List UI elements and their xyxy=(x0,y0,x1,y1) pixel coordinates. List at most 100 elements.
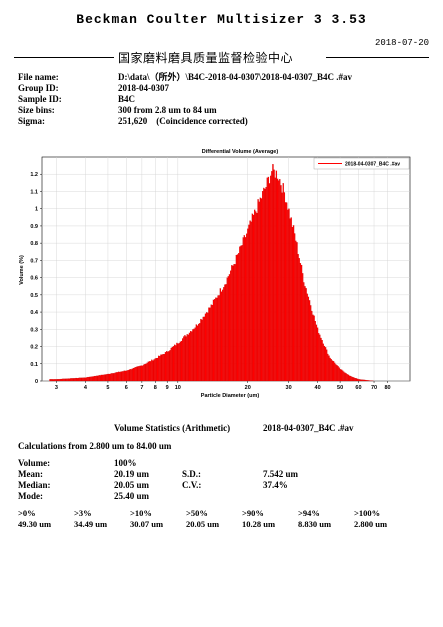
histogram-bar xyxy=(160,354,162,382)
histogram-bar xyxy=(52,379,55,382)
histogram-bar xyxy=(164,352,167,382)
histogram-bar xyxy=(174,344,176,382)
histogram-bar xyxy=(170,347,172,382)
histogram-bar xyxy=(130,369,132,382)
calc-range: Calculations from 2.800 um to 84.00 um xyxy=(18,441,172,451)
histogram-bar xyxy=(180,340,183,382)
histogram-bar xyxy=(224,284,226,382)
histogram-bar xyxy=(149,361,152,382)
histogram-bar xyxy=(154,358,156,382)
organization-name: 国家磨料磨具质量监督检验中心 xyxy=(118,51,294,65)
histogram-bar xyxy=(340,369,343,382)
histogram-bar xyxy=(350,375,352,382)
histogram-bar xyxy=(336,365,338,382)
histogram-bar xyxy=(226,277,228,382)
histogram-bar xyxy=(267,176,270,382)
histogram-bar xyxy=(243,235,246,382)
histogram-bar xyxy=(143,364,145,382)
histogram-bar xyxy=(114,372,116,382)
histogram-bar xyxy=(287,209,289,382)
histogram-bar xyxy=(251,213,254,382)
histogram-bar xyxy=(335,364,337,382)
percentile-header-row: >0% >3% >10% >50% >90% >94% >100% xyxy=(18,508,410,519)
x-tick-label: 3 xyxy=(55,385,58,391)
histogram-bar xyxy=(68,378,71,382)
x-tick-label: 40 xyxy=(315,385,321,391)
percentile-value: 10.28 um xyxy=(242,519,276,529)
histogram-bar xyxy=(122,371,124,382)
histogram-bar xyxy=(241,245,243,382)
mean-value: 20.19 um xyxy=(114,469,150,479)
x-axis-ticks: 3 4 5 6 7 8 9 10 20 30 40 50 60 70 80 xyxy=(55,381,391,391)
histogram-bar xyxy=(120,371,122,382)
histogram-bar xyxy=(89,376,91,382)
histogram-bar xyxy=(64,378,66,382)
histogram-bar xyxy=(291,226,294,382)
histogram-bar xyxy=(104,374,106,382)
percentile-header: >100% xyxy=(354,508,381,518)
histogram-bar xyxy=(57,379,59,382)
histogram-bar xyxy=(353,377,355,382)
header-rule-left xyxy=(14,57,114,58)
y-tick-label: 1.2 xyxy=(30,172,38,178)
histogram-bar xyxy=(219,288,222,382)
histogram-bar xyxy=(361,379,363,382)
histogram-bar xyxy=(99,375,101,382)
histogram-bar xyxy=(360,379,362,382)
histogram-bar xyxy=(363,379,366,382)
x-tick-label: 50 xyxy=(337,385,343,391)
y-tick-label: 0.5 xyxy=(30,293,38,299)
histogram-bar xyxy=(83,377,85,382)
histogram-bar xyxy=(100,374,103,382)
histogram-bar xyxy=(58,379,60,382)
histogram-bar xyxy=(319,334,321,382)
histogram-bar xyxy=(304,286,306,382)
histogram-bar xyxy=(230,270,232,382)
histogram-bar xyxy=(320,337,322,382)
histogram-bar xyxy=(279,179,281,382)
y-tick-label: 0.3 xyxy=(30,327,38,333)
histogram-bar xyxy=(345,373,347,382)
histogram-bar xyxy=(194,327,196,382)
histogram-bar xyxy=(362,379,364,382)
y-tick-label: 0.1 xyxy=(30,362,38,368)
histogram-bar xyxy=(200,318,202,382)
histogram-bar xyxy=(322,343,324,382)
histogram-bar xyxy=(289,218,291,382)
histogram-bar xyxy=(152,360,154,382)
x-axis-label: Particle Diameter (um) xyxy=(201,393,260,399)
histogram-bar xyxy=(216,297,218,382)
histogram-bar xyxy=(228,274,231,382)
histogram-bar xyxy=(133,367,136,382)
histogram-bar xyxy=(50,379,52,382)
percentile-value-row: 49.30 um 34.49 um 30.07 um 20.05 um 10.2… xyxy=(18,519,410,530)
histogram-bar xyxy=(232,265,234,382)
histogram-bar xyxy=(155,358,158,382)
histogram-bar xyxy=(254,209,256,382)
histogram-bar xyxy=(85,377,88,382)
histogram-bar xyxy=(171,346,174,382)
histogram-bar xyxy=(128,369,130,382)
median-label: Median: xyxy=(18,480,51,490)
y-tick-label: 0.9 xyxy=(30,224,38,230)
histogram-bar xyxy=(61,378,64,382)
histogram-bar xyxy=(318,333,320,382)
histogram-bar xyxy=(161,354,163,382)
histogram-bar xyxy=(354,378,356,382)
y-axis-ticks: 0 0.1 0.2 0.3 0.4 0.5 0.6 0.7 0.8 0.9 1 1.1 1.2 xyxy=(30,172,42,385)
x-tick-label: 4 xyxy=(84,385,88,391)
histogram-bar xyxy=(97,375,99,382)
histogram-bar xyxy=(51,379,53,382)
histogram-bar xyxy=(53,379,56,382)
histogram-bar xyxy=(258,201,260,382)
histogram-bar xyxy=(326,349,328,382)
histogram-bar xyxy=(255,211,257,382)
sd-value: 7.542 um xyxy=(263,469,299,479)
histogram-bar xyxy=(66,378,68,382)
histogram-bar xyxy=(231,265,233,382)
histogram-bar xyxy=(316,327,319,382)
histogram-bar xyxy=(227,276,230,382)
histogram-bar xyxy=(108,373,111,382)
histogram-bar xyxy=(311,310,313,382)
histogram-bar xyxy=(215,297,217,382)
